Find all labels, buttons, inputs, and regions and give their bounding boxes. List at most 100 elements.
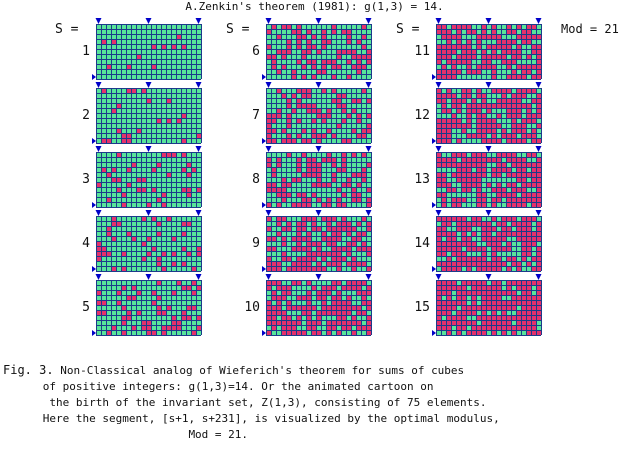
filled-cell	[506, 59, 511, 64]
filled-cell	[366, 300, 371, 305]
filled-cell	[506, 39, 511, 44]
filled-cell	[466, 29, 471, 34]
panel-number: 10	[244, 300, 260, 315]
filled-cell	[351, 305, 356, 310]
filled-cell	[361, 34, 366, 39]
filled-cell	[536, 280, 541, 285]
filled-cell	[521, 133, 526, 138]
filled-cell	[506, 98, 511, 103]
filled-cell	[466, 330, 471, 335]
filled-cell	[306, 162, 311, 167]
filled-cell	[506, 44, 511, 49]
filled-cell	[326, 310, 331, 315]
filled-cell	[491, 310, 496, 315]
filled-cell	[466, 59, 471, 64]
filled-cell	[366, 113, 371, 118]
filled-cell	[531, 325, 536, 330]
filled-cell	[166, 152, 171, 157]
filled-cell	[481, 49, 486, 54]
filled-cell	[311, 103, 316, 108]
residue-panel-s12	[432, 82, 542, 144]
filled-cell	[326, 202, 331, 207]
filled-cell	[331, 261, 336, 266]
filled-cell	[486, 221, 491, 226]
filled-cell	[536, 113, 541, 118]
row-marker-icon	[92, 74, 96, 80]
filled-cell	[336, 221, 341, 226]
filled-cell	[491, 88, 496, 93]
filled-cell	[266, 266, 271, 271]
filled-cell	[281, 241, 286, 246]
panel-number: 8	[252, 172, 260, 187]
filled-cell	[531, 256, 536, 261]
filled-cell	[486, 108, 491, 113]
filled-cell	[536, 330, 541, 335]
filled-cell	[506, 202, 511, 207]
filled-cell	[521, 221, 526, 226]
filled-cell	[436, 118, 441, 123]
residue-panel-s1	[92, 18, 202, 80]
filled-cell	[441, 300, 446, 305]
filled-cell	[346, 246, 351, 251]
filled-cell	[511, 118, 516, 123]
filled-cell	[356, 310, 361, 315]
filled-cell	[501, 192, 506, 197]
column-marker-icon	[265, 274, 272, 280]
filled-cell	[461, 177, 466, 182]
filled-cell	[476, 88, 481, 93]
filled-cell	[446, 325, 451, 330]
filled-cell	[436, 290, 441, 295]
filled-cell	[466, 93, 471, 98]
filled-cell	[536, 221, 541, 226]
filled-cell	[291, 93, 296, 98]
filled-cell	[336, 251, 341, 256]
filled-cell	[306, 315, 311, 320]
filled-cell	[311, 320, 316, 325]
filled-cell	[471, 172, 476, 177]
filled-cell	[116, 300, 121, 305]
panel-number: 9	[252, 236, 260, 251]
filled-cell	[326, 157, 331, 162]
filled-cell	[501, 325, 506, 330]
filled-cell	[536, 197, 541, 202]
filled-cell	[531, 192, 536, 197]
filled-cell	[311, 167, 316, 172]
filled-cell	[521, 202, 526, 207]
filled-cell	[321, 39, 326, 44]
filled-cell	[181, 285, 186, 290]
filled-cell	[496, 138, 501, 143]
filled-cell	[441, 290, 446, 295]
filled-cell	[266, 128, 271, 133]
filled-cell	[271, 172, 276, 177]
filled-cell	[496, 266, 501, 271]
filled-cell	[276, 157, 281, 162]
panel-number: 13	[414, 172, 430, 187]
filled-cell	[511, 29, 516, 34]
filled-cell	[311, 256, 316, 261]
filled-cell	[266, 285, 271, 290]
filled-cell	[286, 39, 291, 44]
filled-cell	[331, 226, 336, 231]
filled-cell	[501, 315, 506, 320]
filled-cell	[481, 113, 486, 118]
filled-cell	[496, 34, 501, 39]
filled-cell	[456, 246, 461, 251]
filled-cell	[336, 49, 341, 54]
filled-cell	[311, 182, 316, 187]
filled-cell	[326, 59, 331, 64]
filled-cell	[506, 64, 511, 69]
filled-cell	[451, 187, 456, 192]
filled-cell	[471, 177, 476, 182]
filled-cell	[441, 24, 446, 29]
filled-cell	[331, 256, 336, 261]
filled-cell	[496, 305, 501, 310]
filled-cell	[296, 231, 301, 236]
filled-cell	[331, 177, 336, 182]
filled-cell	[126, 315, 131, 320]
filled-cell	[531, 128, 536, 133]
filled-cell	[441, 261, 446, 266]
filled-cell	[516, 285, 521, 290]
filled-cell	[316, 266, 321, 271]
filled-cell	[116, 177, 121, 182]
filled-cell	[151, 167, 156, 172]
